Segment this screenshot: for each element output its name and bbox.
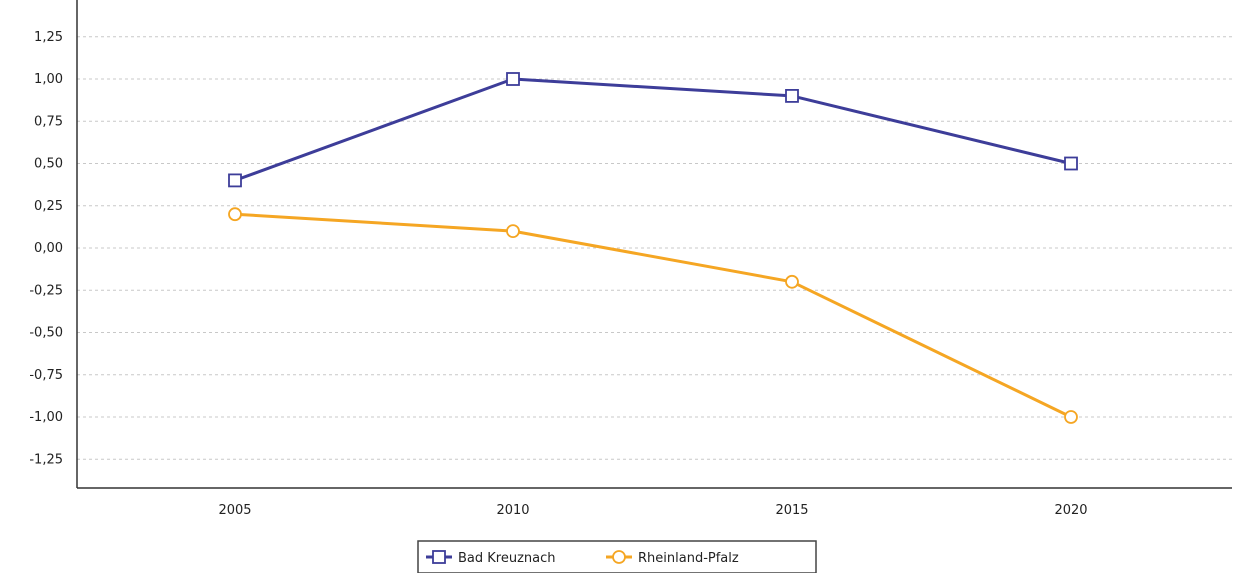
data-point-marker [506,224,520,239]
legend-label: Rheinland-Pfalz [638,551,739,566]
series-2 [228,207,1078,424]
series-line [234,212,1072,419]
data-point-marker [228,173,242,188]
y-tick-label: 1,25 [34,30,63,45]
x-tick-label: 2020 [1054,503,1087,518]
y-tick-label: 0,00 [34,241,63,256]
y-tick-label: 0,50 [34,157,63,172]
data-point-marker [785,89,799,103]
y-tick-label: 1,00 [34,72,63,87]
y-tick-label: -0,25 [29,283,63,298]
y-tick-label: 0,75 [34,114,63,129]
legend: Bad Kreuznach Rheinland-Pfalz [417,540,817,573]
data-point-marker [1064,410,1078,424]
y-tick-label: -0,75 [29,368,63,383]
legend-item: Bad Kreuznach [426,550,556,566]
y-tick-label: 0,25 [34,199,63,214]
series [228,72,1078,424]
data-point-marker [506,72,520,86]
x-tick-label: 2010 [496,503,529,518]
y-tick-label: -1,25 [29,452,63,467]
data-point-marker [228,207,242,222]
x-tick-label: 2015 [775,503,808,518]
legend-marker [612,550,626,564]
x-axis-tick-labels: 2005 2010 2015 2020 [218,503,1087,518]
grid [77,36,1232,460]
y-tick-label: -1,00 [29,410,63,425]
legend-marker [432,550,446,564]
x-tick-label: 2005 [218,503,251,518]
axes [76,0,1232,489]
data-point-marker [1064,156,1078,171]
series-1 [228,72,1078,188]
series-line [234,77,1072,182]
legend-item: Rheinland-Pfalz [606,550,739,566]
data-point-marker [785,274,799,289]
legend-label: Bad Kreuznach [458,551,556,566]
y-axis-tick-labels: 1,25 1,00 0,75 0,50 0,25 0,00 -0,25 -0,50 -0,75 -… [29,30,63,468]
y-tick-label: -0,50 [29,326,63,341]
